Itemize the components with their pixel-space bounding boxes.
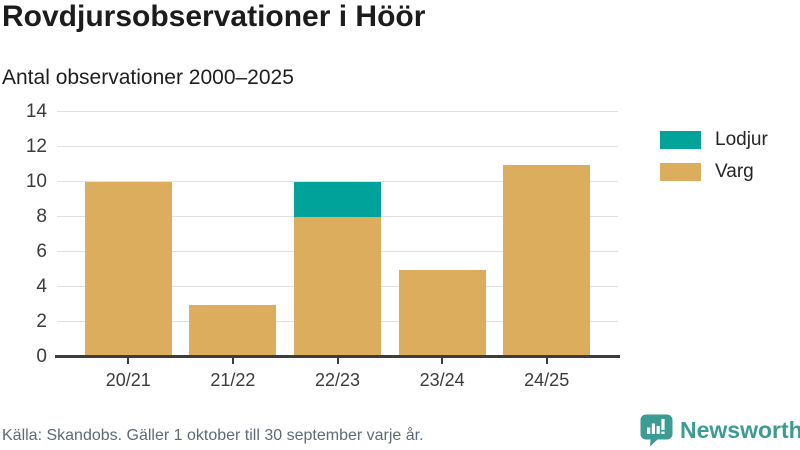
x-tick-22-23	[336, 357, 339, 364]
legend: Lodjur Varg	[660, 129, 768, 183]
newsworthy-logo-text: Newsworthy	[680, 417, 800, 443]
y-tick-label-6: 6	[36, 241, 47, 262]
x-tick-label-21-22: 21/22	[210, 370, 256, 390]
legend-swatch-lodjur	[660, 131, 701, 149]
bar-varg-23-24	[398, 269, 486, 357]
bar-varg-20-21	[84, 182, 172, 357]
y-tick-label-0: 0	[36, 346, 47, 367]
x-axis-labels: 20/21 21/22 22/23 23/24 24/25	[57, 370, 618, 394]
x-axis-line	[55, 355, 620, 358]
bar-varg-24-25	[503, 164, 591, 357]
legend-label-varg: Varg	[715, 161, 754, 182]
y-axis: 0 2 4 6 8 10 12 14	[0, 101, 47, 367]
bar-varg-21-22	[189, 304, 277, 357]
source-note: Källa: Skandobs. Gäller 1 oktober till 3…	[2, 427, 424, 444]
x-tick-23-24	[441, 357, 444, 364]
x-tick-label-20-21: 20/21	[105, 370, 151, 390]
x-tick-label-24-25: 24/25	[524, 370, 570, 390]
bar-varg-22-23	[294, 217, 381, 357]
bar-lodjur-22-23	[294, 182, 381, 217]
bar-chart-speech-bubble-icon	[640, 414, 673, 447]
legend-swatch-varg	[660, 163, 701, 181]
y-tick-label-14: 14	[25, 101, 47, 122]
y-tick-label-4: 4	[36, 276, 47, 297]
chart-title: Rovdjursobservationer i Höör	[2, 0, 426, 33]
x-tick-20-21	[127, 357, 130, 364]
plot-area	[55, 111, 620, 364]
x-tick-label-23-24: 23/24	[419, 370, 465, 390]
newsworthy-logo: Newsworthy	[639, 413, 800, 448]
y-tick-label-8: 8	[36, 206, 47, 227]
x-tick-24-25	[545, 357, 548, 364]
x-tick-21-22	[231, 357, 234, 364]
legend-label-lodjur: Lodjur	[715, 129, 768, 150]
y-tick-label-12: 12	[25, 136, 47, 157]
y-tick-label-10: 10	[25, 171, 47, 192]
x-tick-label-22-23: 22/23	[314, 370, 361, 390]
legend-item-varg: Varg	[660, 161, 768, 183]
gridline-12	[57, 146, 618, 147]
chart-subtitle: Antal observationer 2000–2025	[2, 66, 294, 89]
y-tick-label-2: 2	[36, 311, 47, 332]
legend-item-lodjur: Lodjur	[660, 129, 768, 151]
gridline-10	[57, 181, 618, 182]
gridline-14	[57, 111, 618, 112]
